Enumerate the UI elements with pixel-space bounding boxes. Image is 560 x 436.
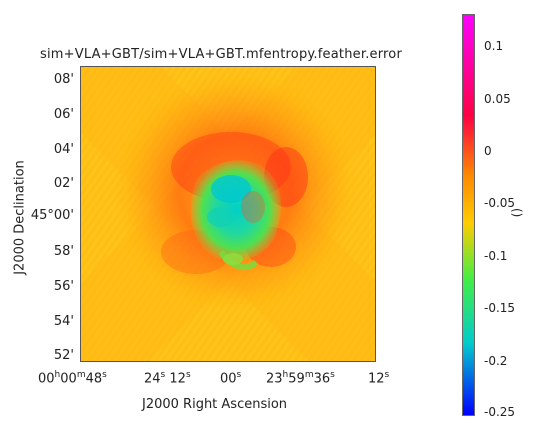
y-tick: 58'	[53, 244, 74, 259]
colorbar-tick: 0	[484, 144, 492, 158]
colorbar-tick: -0.2	[484, 354, 508, 368]
y-axis-label: J2000 Declination	[12, 160, 28, 275]
colorbar-tick: 0.1	[484, 39, 504, 53]
x-tick: 00h00m48s	[38, 370, 107, 387]
colorbar-unit-label: ()	[510, 208, 524, 218]
error-map-image	[81, 67, 375, 361]
x-tick: 24s 12s	[144, 370, 191, 387]
y-tick: 45°00'	[30, 208, 74, 223]
colorbar-tick: -0.15	[484, 301, 516, 315]
x-tick: 00s	[220, 370, 242, 387]
x-tick: 23h59m36s	[266, 370, 335, 387]
image-plot[interactable]	[80, 66, 376, 362]
y-tick: 04'	[53, 142, 74, 157]
x-tick: 12s	[368, 370, 390, 387]
colorbar-tick: 0.05	[484, 92, 511, 106]
y-tick: 08'	[53, 72, 74, 87]
colorbar-tick: -0.25	[484, 405, 516, 419]
colorbar-tick: -0.1	[484, 249, 508, 263]
x-axis-label: J2000 Right Ascension	[142, 397, 288, 412]
y-tick: 06'	[53, 107, 74, 122]
image-title: sim+VLA+GBT/sim+VLA+GBT.mfentropy.feathe…	[40, 47, 402, 62]
colorbar-tick: -0.05	[484, 196, 516, 210]
colorbar[interactable]	[462, 14, 475, 416]
y-tick: 02'	[53, 176, 74, 191]
y-tick: 52'	[53, 348, 74, 363]
y-tick: 56'	[53, 279, 74, 294]
y-tick: 54'	[53, 314, 74, 329]
